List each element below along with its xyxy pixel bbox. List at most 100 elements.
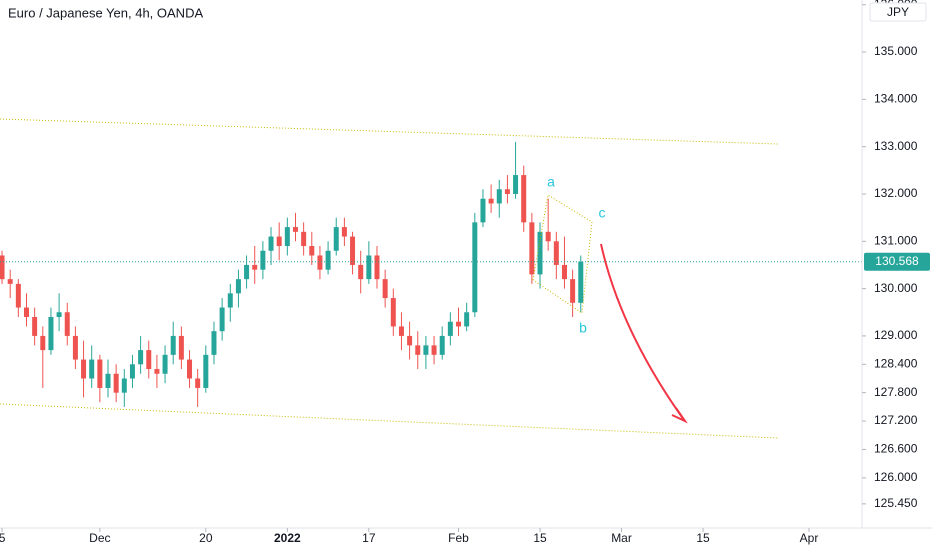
candle-body xyxy=(423,345,429,355)
x-tick-label: 15 xyxy=(533,531,547,545)
candle-body xyxy=(398,326,404,336)
candle-body xyxy=(252,264,258,270)
y-tick-label: 126.600 xyxy=(874,442,918,456)
candle-body xyxy=(366,255,372,280)
candle-body xyxy=(268,236,274,251)
candle-body xyxy=(7,279,13,284)
candle-body xyxy=(447,321,453,336)
candle-body xyxy=(187,359,193,379)
x-tick-label: 15 xyxy=(696,531,710,545)
wave-label: b xyxy=(579,320,587,336)
candle-body xyxy=(97,359,103,388)
forecast-arrow xyxy=(600,243,685,421)
candle-body xyxy=(464,312,470,327)
candle-body xyxy=(227,293,233,308)
candle-body xyxy=(23,307,29,317)
y-tick-label: 125.450 xyxy=(874,496,918,510)
candle-body xyxy=(72,335,78,360)
candle-body xyxy=(317,255,323,270)
candle-body xyxy=(292,227,298,232)
candle-body xyxy=(545,231,551,242)
y-tick-label: 127.800 xyxy=(874,385,918,399)
candle-body xyxy=(537,231,543,275)
candle-body xyxy=(56,312,62,317)
candle-body xyxy=(488,198,494,204)
candle-body xyxy=(341,227,347,237)
candle-body xyxy=(390,298,396,327)
candle-body xyxy=(309,246,315,256)
last-price-box xyxy=(864,252,930,271)
candle-body xyxy=(456,321,462,327)
y-tick-label: 135.000 xyxy=(874,44,918,58)
candle-body xyxy=(570,279,576,303)
candle-body xyxy=(219,307,225,332)
candle-body xyxy=(129,364,135,379)
candle-body xyxy=(284,227,290,247)
candle-body xyxy=(40,335,46,351)
candle-body xyxy=(513,175,519,194)
candle-body xyxy=(472,222,478,313)
candle-body xyxy=(480,198,486,223)
candle-body xyxy=(244,264,250,280)
candle-body xyxy=(121,378,127,393)
candle-body xyxy=(553,241,559,265)
candle-body xyxy=(374,255,380,280)
candle-body xyxy=(195,378,201,388)
wave-pattern xyxy=(532,194,593,314)
arrow-head xyxy=(671,407,688,424)
candle-body xyxy=(203,354,209,388)
x-tick-label: 2022 xyxy=(274,531,301,545)
candle-body xyxy=(431,345,437,355)
y-tick-label: 130.000 xyxy=(874,281,918,295)
candle-body xyxy=(415,345,421,355)
x-tick-label: 17 xyxy=(362,531,376,545)
candle-body xyxy=(521,175,527,223)
candle-body xyxy=(504,189,510,194)
candle-body xyxy=(235,279,241,294)
candle-body xyxy=(138,350,144,365)
candle-body xyxy=(15,283,21,308)
candle-body xyxy=(276,236,282,247)
candle-body xyxy=(170,335,176,355)
plot-area xyxy=(0,141,862,407)
y-tick-label: 131.000 xyxy=(874,233,918,247)
x-tick-label: Mar xyxy=(611,531,632,545)
candle-body xyxy=(578,261,584,303)
x-tick-label: 20 xyxy=(199,531,213,545)
candle-body xyxy=(260,250,266,270)
candle-body xyxy=(48,316,54,351)
x-tick-label: 5 xyxy=(0,531,6,545)
candle-body xyxy=(0,255,5,280)
candle-body xyxy=(301,231,307,247)
currency-box xyxy=(869,2,927,22)
channel-top xyxy=(0,118,779,145)
candle-body xyxy=(496,189,502,204)
candle-body xyxy=(211,331,217,355)
x-tick-label: Apr xyxy=(800,531,819,545)
candle-body xyxy=(64,312,70,336)
y-tick-label: 133.000 xyxy=(874,139,918,153)
last-price-label: 130.568 xyxy=(875,254,919,268)
candle-body xyxy=(81,359,87,379)
candle-body xyxy=(89,359,95,379)
candle-body xyxy=(333,227,339,251)
y-tick-label: 129.000 xyxy=(874,328,918,342)
candle-body xyxy=(529,222,535,275)
x-tick-label: Feb xyxy=(448,531,469,545)
y-tick-label: 127.200 xyxy=(874,413,918,427)
candle-body xyxy=(178,335,184,360)
candle-body xyxy=(154,369,160,374)
chart-title: Euro / Japanese Yen, 4h, OANDA xyxy=(8,5,203,20)
y-tick-label: 128.400 xyxy=(874,356,918,370)
candle-body xyxy=(407,335,413,346)
candle-body xyxy=(32,316,38,336)
y-tick-label: 134.000 xyxy=(874,92,918,106)
y-tick-label: 126.000 xyxy=(874,470,918,484)
candle-body xyxy=(325,250,331,270)
candle-body xyxy=(113,373,119,393)
wave-label: a xyxy=(547,174,555,190)
candle-body xyxy=(146,350,152,370)
candle-body xyxy=(382,279,388,299)
